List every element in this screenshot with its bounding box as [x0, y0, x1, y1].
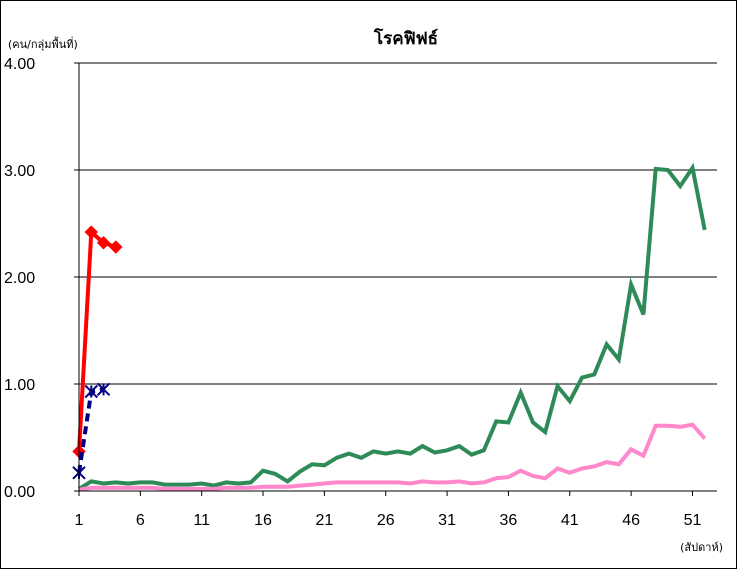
x-tick-label: 41 — [561, 512, 579, 529]
series-layer — [72, 162, 707, 492]
data-point-asterisk — [84, 384, 98, 399]
data-point-diamond — [109, 240, 123, 254]
y-tick-label: 2.00 — [4, 270, 35, 287]
y-tick-label: 3.00 — [4, 163, 35, 180]
data-point-asterisk — [96, 382, 111, 397]
series-line-1 — [77, 162, 707, 491]
chart-title: โรคฟิฟธ์ — [373, 28, 438, 49]
x-tick-label: 16 — [254, 512, 272, 529]
y-tick-label: 0.00 — [4, 484, 35, 501]
y-tick-label: 1.00 — [4, 377, 35, 394]
data-point-diamond — [84, 225, 98, 239]
series-line-2 — [78, 422, 707, 492]
y-axis-label: (คน/กลุ่มพื้นที่) — [8, 36, 78, 51]
x-tick-label: 36 — [500, 512, 518, 529]
x-tick-label: 31 — [438, 512, 456, 529]
x-axis-label: (สัปดาห์) — [680, 541, 723, 554]
data-point-diamond — [96, 236, 111, 250]
x-tick-labels: 1 6 11 16 21 26 31 36 41 46 51 — [75, 512, 702, 529]
x-tick-label: 6 — [136, 512, 145, 529]
x-tick-label: 26 — [377, 512, 395, 529]
series-line-3 — [77, 227, 117, 452]
gridlines — [79, 62, 717, 385]
x-tick-label: 1 — [75, 512, 84, 529]
x-tick-label: 11 — [193, 512, 210, 529]
y-tick-labels: 0.00 1.00 2.00 3.00 4.00 — [4, 56, 35, 501]
x-tick-label: 46 — [622, 512, 640, 529]
axes — [74, 62, 717, 496]
x-tick-label: 21 — [315, 512, 333, 529]
y-tick-label: 4.00 — [4, 56, 35, 73]
x-tick-label: 51 — [684, 512, 702, 529]
